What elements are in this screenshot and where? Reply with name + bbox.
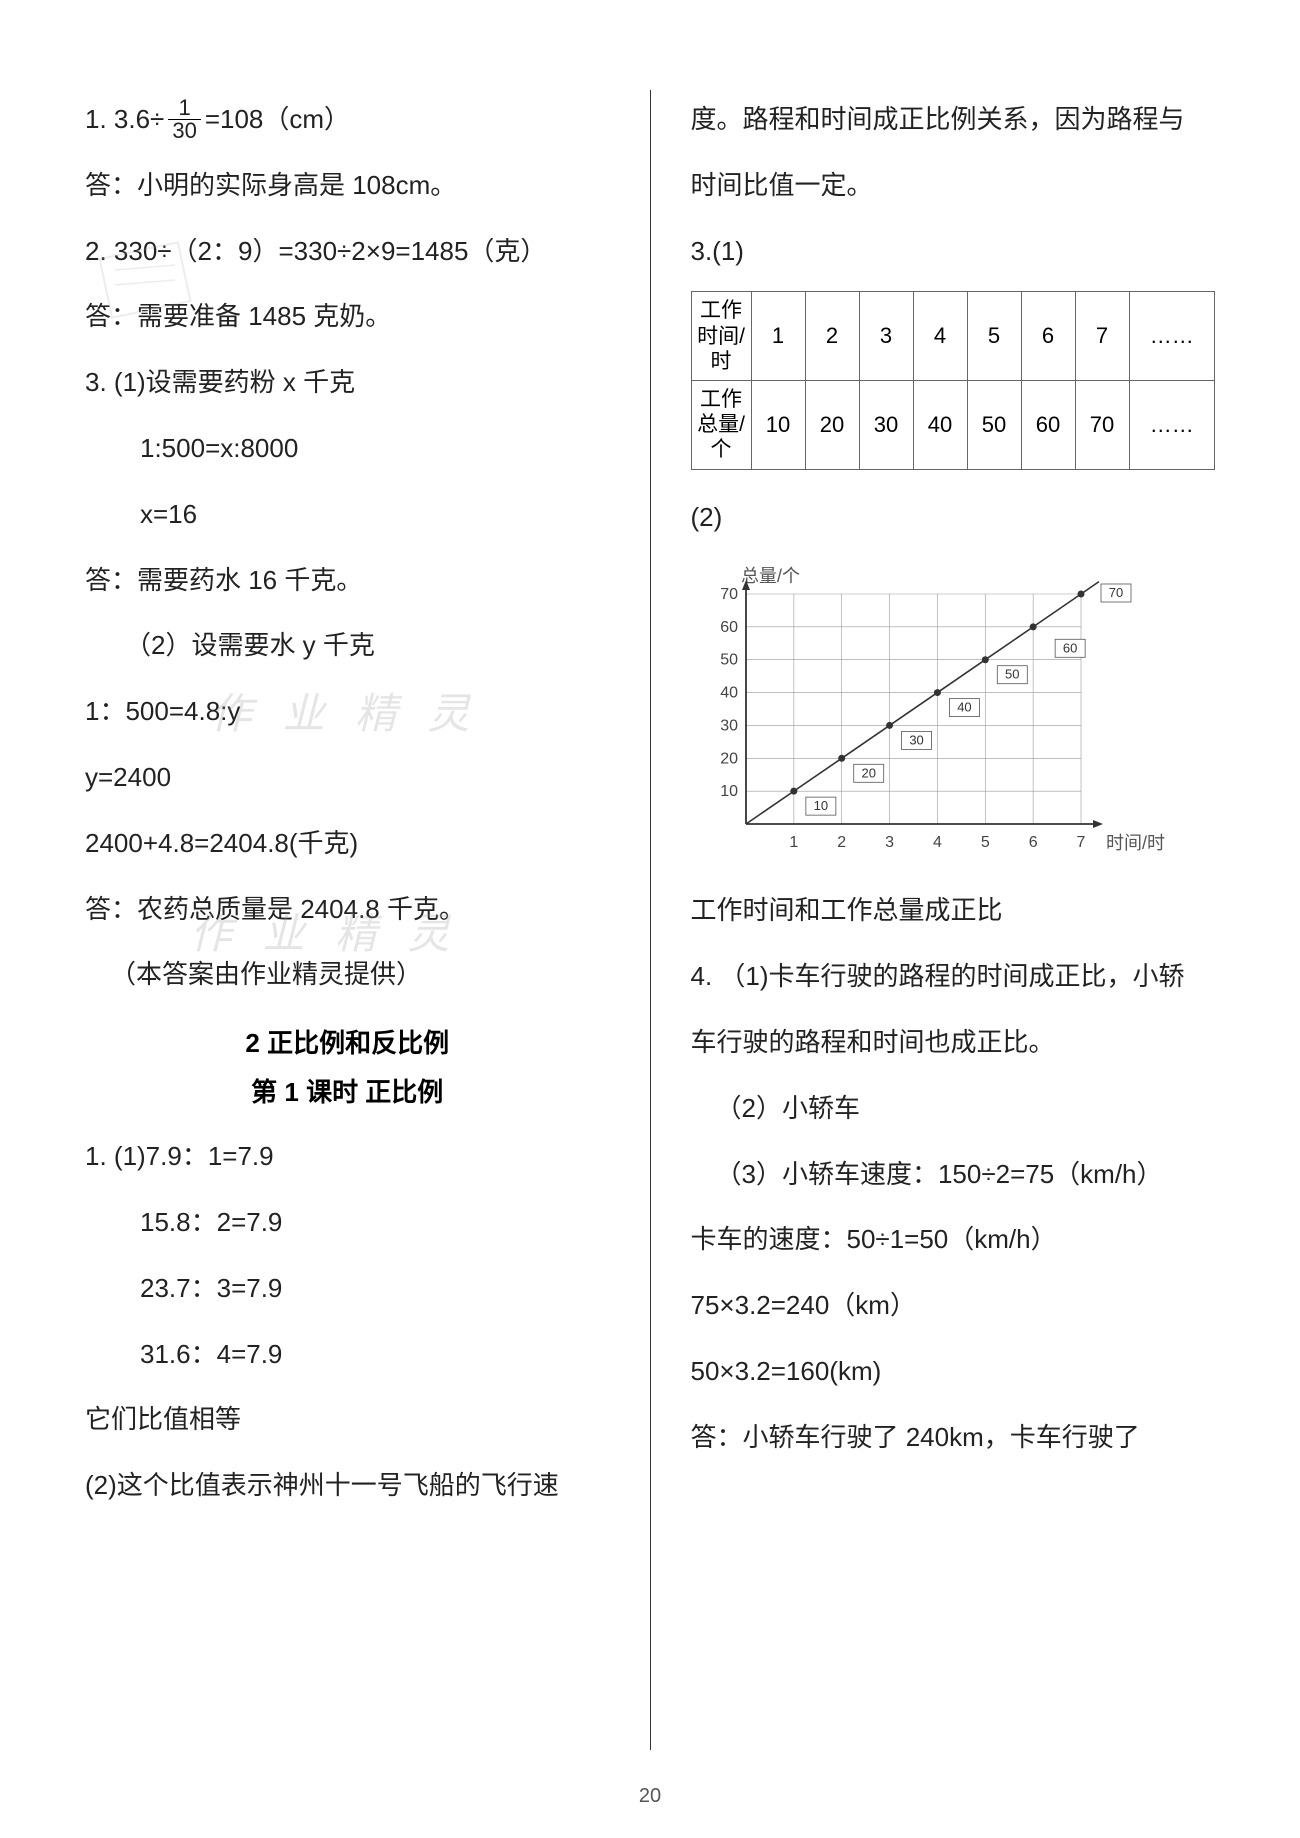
line-l18: 31.6：4=7.9 <box>85 1325 610 1385</box>
line-l16: 15.8：2=7.9 <box>85 1193 610 1253</box>
line-chart: 总量/个时间/时 10 20 30 40 50 60 70 1 2 3 4 5 6 7 10 20 30 40 50 7… <box>691 559 1171 859</box>
line-l1: 1. 3.6÷130=108（cm） <box>85 90 610 150</box>
fraction: 130 <box>168 97 200 142</box>
table-cell: 40 <box>913 380 967 469</box>
line-l9: （2）设需要水 y 千克 <box>85 616 610 676</box>
line-l17: 23.7：3=7.9 <box>85 1259 610 1319</box>
table-cell: 70 <box>1075 380 1129 469</box>
svg-text:7: 7 <box>1076 834 1085 851</box>
table-cell: 5 <box>967 292 1021 381</box>
line-r2: 时间比值一定。 <box>691 156 1216 216</box>
line-r5: 工作时间和工作总量成正比 <box>691 881 1216 941</box>
svg-text:20: 20 <box>720 751 738 768</box>
table-cell: …… <box>1129 292 1215 381</box>
page-number: 20 <box>639 1785 661 1808</box>
line-r1: 度。路程和时间成正比例关系，因为路程与 <box>691 90 1216 150</box>
l1-post: =108（cm） <box>205 104 350 134</box>
svg-text:时间/时: 时间/时 <box>1106 833 1165 853</box>
line-l4: 答：需要准备 1485 克奶。 <box>85 287 610 347</box>
svg-text:10: 10 <box>720 783 738 800</box>
table-cell: 50 <box>967 380 1021 469</box>
svg-text:40: 40 <box>957 700 971 715</box>
line-r13: 答：小轿车行驶了 240km，卡车行驶了 <box>691 1408 1216 1468</box>
line-l7: x=16 <box>85 485 610 545</box>
svg-text:1: 1 <box>789 834 798 851</box>
table-cell: 1 <box>751 292 805 381</box>
line-r8: （2）小轿车 <box>691 1079 1216 1139</box>
line-l11: y=2400 <box>85 748 610 808</box>
row2-label: 工作总量/个 <box>691 380 751 469</box>
svg-text:总量/个: 总量/个 <box>741 566 800 586</box>
chart-container: 总量/个时间/时 10 20 30 40 50 60 70 1 2 3 4 5 6 7 10 20 30 40 50 7… <box>691 559 1216 859</box>
frac-num: 1 <box>168 97 200 120</box>
svg-text:10: 10 <box>813 798 827 813</box>
work-table: 工作时间/时 1 2 3 4 5 6 7 …… 工作总量/个 10 20 30 … <box>691 291 1216 469</box>
svg-text:40: 40 <box>720 685 738 702</box>
sub-heading: 第 1 课时 正比例 <box>85 1072 610 1109</box>
row1-label: 工作时间/时 <box>691 292 751 381</box>
table-row: 工作时间/时 1 2 3 4 5 6 7 …… <box>691 292 1215 381</box>
table-cell: 4 <box>913 292 967 381</box>
table-cell: 60 <box>1021 380 1075 469</box>
line-l20: (2)这个比值表示神州十一号飞船的飞行速 <box>85 1456 610 1516</box>
table-cell: 20 <box>805 380 859 469</box>
line-r3: 3.(1) <box>691 222 1216 282</box>
svg-text:50: 50 <box>1005 667 1019 682</box>
svg-text:30: 30 <box>720 718 738 735</box>
table-cell: 3 <box>859 292 913 381</box>
svg-text:4: 4 <box>932 834 941 851</box>
svg-text:5: 5 <box>980 834 989 851</box>
svg-text:60: 60 <box>1062 641 1076 656</box>
table-cell: 7 <box>1075 292 1129 381</box>
svg-text:70: 70 <box>1108 585 1122 600</box>
l1-pre: 1. 3.6÷ <box>85 104 164 134</box>
line-r12: 50×3.2=160(km) <box>691 1342 1216 1402</box>
section-heading: 2 正比例和反比例 <box>85 1023 610 1060</box>
frac-den: 30 <box>168 120 200 142</box>
right-column: 度。路程和时间成正比例关系，因为路程与 时间比值一定。 3.(1) 工作时间/时… <box>651 90 1241 1750</box>
line-r4: (2) <box>691 488 1216 548</box>
line-l5: 3. (1)设需要药粉 x 千克 <box>85 353 610 413</box>
line-l12: 2400+4.8=2404.8(千克) <box>85 814 610 874</box>
line-r7: 车行驶的路程和时间也成正比。 <box>691 1013 1216 1073</box>
line-l2: 答：小明的实际身高是 108cm。 <box>85 156 610 216</box>
svg-text:70: 70 <box>720 586 738 603</box>
table-cell: …… <box>1129 380 1215 469</box>
table-cell: 6 <box>1021 292 1075 381</box>
table-cell: 30 <box>859 380 913 469</box>
svg-text:3: 3 <box>885 834 894 851</box>
line-l3: 2. 330÷（2：9）=330÷2×9=1485（克） <box>85 222 610 282</box>
table-row: 工作总量/个 10 20 30 40 50 60 70 …… <box>691 380 1215 469</box>
table-cell: 10 <box>751 380 805 469</box>
line-r11: 75×3.2=240（km） <box>691 1276 1216 1336</box>
line-r9: （3）小轿车速度：150÷2=75（km/h） <box>691 1145 1216 1205</box>
line-l8: 答：需要药水 16 千克。 <box>85 551 610 611</box>
svg-text:2: 2 <box>837 834 846 851</box>
svg-text:6: 6 <box>1028 834 1037 851</box>
left-column: 1. 3.6÷130=108（cm） 答：小明的实际身高是 108cm。 2. … <box>60 90 651 1750</box>
line-r6: 4. （1)卡车行驶的路程的时间成正比，小轿 <box>691 947 1216 1007</box>
line-l10: 1：500=4.8:y <box>85 682 610 742</box>
table-cell: 2 <box>805 292 859 381</box>
svg-text:30: 30 <box>909 733 923 748</box>
line-l14: （本答案由作业精灵提供） <box>85 945 610 1005</box>
line-l15: 1. (1)7.9：1=7.9 <box>85 1127 610 1187</box>
line-l6: 1:500=x:8000 <box>85 419 610 479</box>
line-l13: 答：农药总质量是 2404.8 千克。 <box>85 880 610 940</box>
svg-text:60: 60 <box>720 619 738 636</box>
page-columns: 1. 3.6÷130=108（cm） 答：小明的实际身高是 108cm。 2. … <box>60 90 1240 1750</box>
svg-text:50: 50 <box>720 652 738 669</box>
line-r10: 卡车的速度：50÷1=50（km/h） <box>691 1210 1216 1270</box>
line-l19: 它们比值相等 <box>85 1390 610 1450</box>
svg-text:20: 20 <box>861 766 875 781</box>
